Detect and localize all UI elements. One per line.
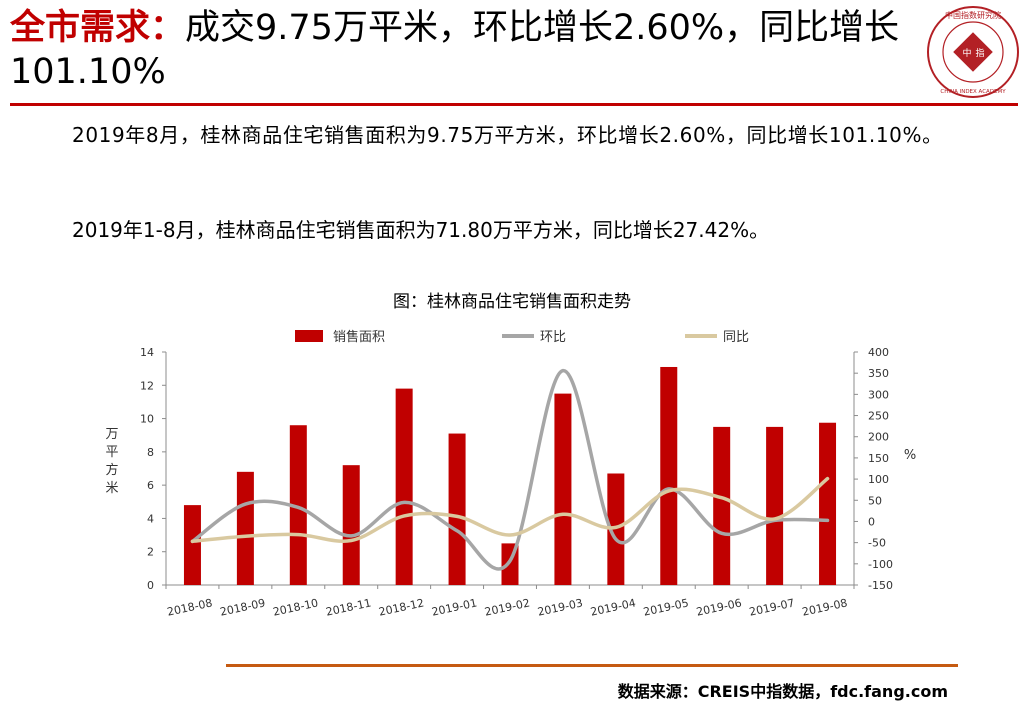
logo-top-text: 中国指数研究院 (945, 10, 1001, 20)
left-tick-label: 8 (147, 446, 154, 459)
right-axis-label: % (904, 448, 916, 463)
x-tick-label: 2019-04 (589, 596, 637, 618)
x-tick-label: 2019-01 (431, 596, 479, 618)
legend-label: 销售面积 (333, 329, 385, 345)
x-tick-label: 2019-03 (536, 596, 584, 618)
bar-sales-area (819, 422, 837, 585)
x-tick-label: 2018-08 (166, 596, 214, 618)
x-tick-label: 2018-10 (272, 596, 320, 618)
logo-center-right: 指 (975, 47, 984, 59)
right-tick-label: 100 (868, 473, 889, 486)
bar-sales-area (289, 425, 307, 585)
left-axis-label-char: 米 (105, 481, 118, 496)
left-axis-label-char: 平 (105, 445, 118, 460)
bar-sales-area (448, 433, 466, 585)
page-title-label: 全市需求： (10, 8, 186, 48)
chart-title: 图：桂林商品住宅销售面积走势 (393, 292, 631, 312)
left-tick-label: 4 (147, 512, 154, 525)
title-divider (10, 103, 1018, 106)
bar-sales-area (236, 471, 254, 585)
x-tick-label: 2018-09 (219, 596, 267, 618)
left-tick-label: 14 (140, 346, 154, 359)
left-axis-label-char: 万 (105, 427, 118, 442)
x-tick-label: 2019-05 (642, 596, 690, 618)
left-tick-label: 2 (147, 546, 154, 559)
sales-area-chart: 0 2 4 6 8 10 12 14 -150 -100 -50 0 50 100 150 200 250 300… (105, 329, 916, 619)
right-tick-label: -150 (868, 579, 893, 592)
right-tick-label: 400 (868, 346, 889, 359)
page-title-text: 成交9.75万平米，环比增长2.60%，同比增长101.10% (10, 8, 900, 92)
legend-label: 同比 (723, 330, 749, 345)
logo-center-left: 中 (962, 47, 971, 59)
left-tick-label: 10 (140, 413, 154, 426)
right-tick-label: -50 (868, 537, 886, 550)
bar-sales-area (766, 426, 784, 585)
line-mom (190, 368, 830, 571)
x-tick-label: 2019-08 (801, 596, 849, 618)
right-tick-label: 0 (868, 515, 875, 528)
bar-sales-area (713, 426, 731, 585)
legend-swatch-bar (295, 330, 323, 342)
bar-sales-area (183, 505, 201, 585)
x-tick-label: 2019-06 (695, 596, 743, 618)
bar-sales-area (607, 473, 625, 585)
china-index-academy-logo: 中国指数研究院 中 指 CHINA INDEX ACADEMY (927, 6, 1019, 98)
legend-label: 环比 (540, 330, 566, 345)
logo-bottom-text: CHINA INDEX ACADEMY (940, 89, 1006, 95)
left-tick-label: 6 (147, 479, 154, 492)
x-tick-label: 2018-12 (378, 596, 426, 618)
bar-sales-area (395, 388, 413, 585)
right-tick-label: 250 (868, 410, 889, 423)
right-tick-label: 300 (868, 388, 889, 401)
summary-paragraph-ytd: 2019年1-8月，桂林商品住宅销售面积为71.80万平方米，同比增长27.42… (72, 218, 770, 242)
right-tick-label: 350 (868, 367, 889, 380)
right-tick-label: 200 (868, 431, 889, 444)
summary-paragraph-monthly: 2019年8月，桂林商品住宅销售面积为9.75万平方米，环比增长2.60%，同比… (72, 123, 943, 147)
right-tick-label: 150 (868, 452, 889, 465)
right-tick-label: -100 (868, 558, 893, 571)
x-tick-label: 2019-07 (748, 596, 796, 618)
line-yoy (190, 476, 830, 544)
right-tick-label: 50 (868, 494, 882, 507)
page-title: 全市需求：成交9.75万平米，环比增长2.60%，同比增长101.10% (10, 6, 915, 94)
data-source: 数据来源：CREIS中指数据，fdc.fang.com (617, 682, 948, 701)
left-tick-label: 0 (147, 579, 154, 592)
x-tick-label: 2019-02 (483, 596, 531, 618)
bar-sales-area (342, 465, 360, 585)
x-tick-label: 2018-11 (325, 596, 373, 618)
bar-sales-area (554, 393, 572, 585)
left-axis-label-char: 方 (105, 462, 118, 478)
left-tick-label: 12 (140, 379, 154, 392)
footer-divider (226, 664, 958, 667)
bar-sales-area (660, 366, 678, 585)
